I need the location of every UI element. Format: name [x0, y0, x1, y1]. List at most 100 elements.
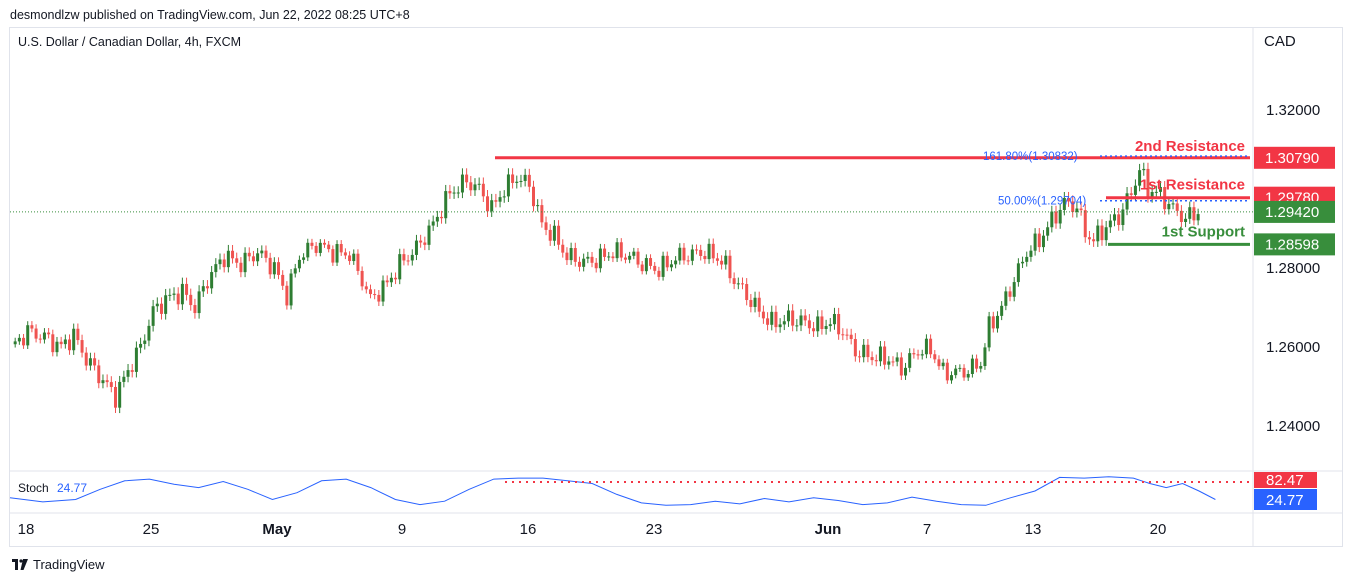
candle-body [933, 354, 937, 360]
candle-body [185, 283, 189, 295]
candle-body [247, 252, 251, 257]
candle-body [619, 242, 623, 258]
candle-body [122, 376, 126, 382]
symbol-title[interactable]: U.S. Dollar / Canadian Dollar, 4h, FXCM [18, 35, 242, 49]
time-tick-label: 20 [1150, 521, 1167, 538]
candle-body [640, 264, 644, 272]
candle-body [841, 334, 845, 336]
candle-body [565, 252, 569, 261]
candle-body [1159, 187, 1162, 192]
candle-body [465, 174, 469, 183]
candle-body [88, 358, 92, 366]
candle-body [251, 256, 255, 262]
candle-body [139, 343, 143, 348]
candle-body [1117, 214, 1121, 226]
price-axis-currency[interactable]: CAD [1264, 33, 1296, 50]
candle-body [373, 294, 377, 296]
candle-body [707, 243, 711, 260]
candle-body [1004, 291, 1008, 306]
candle-body [109, 382, 113, 387]
candle-body [419, 240, 423, 243]
candle-body [68, 339, 72, 351]
tradingview-footer[interactable]: TradingView [12, 557, 105, 572]
candle-body [552, 225, 556, 241]
candle-body [243, 252, 247, 273]
candle-body [360, 270, 364, 287]
candle-body [440, 216, 444, 219]
candle-body [335, 244, 339, 263]
candle-body [197, 291, 201, 314]
candle-body [690, 249, 694, 261]
candle-body [1016, 263, 1020, 283]
candle-body [845, 334, 849, 336]
candle-body [490, 200, 494, 212]
candle-body [180, 283, 184, 305]
candle-body [1138, 170, 1142, 186]
time-tick-label: 23 [646, 521, 663, 538]
candle-body [929, 338, 933, 355]
candle-body [874, 360, 878, 362]
candle-body [435, 216, 439, 222]
candle-body [126, 370, 130, 377]
candle-body [431, 221, 435, 226]
candle-body [1046, 227, 1050, 236]
candle-body [130, 370, 134, 372]
candle-body [891, 361, 895, 363]
candle-body [1087, 237, 1091, 240]
candle-body [306, 242, 310, 258]
candle-body [1133, 185, 1137, 195]
candle-body [682, 247, 686, 261]
candle-body [410, 254, 414, 261]
candle-body [569, 248, 573, 261]
candle-body [770, 311, 774, 325]
candle-body [594, 262, 598, 269]
candle-body [460, 174, 464, 193]
candle-body [389, 277, 393, 283]
candle-body [753, 297, 757, 307]
tradingview-logo-icon [12, 559, 28, 570]
candle-body [13, 341, 17, 345]
candle-body [502, 196, 506, 198]
candle-body [1008, 291, 1012, 297]
candle-body [210, 272, 214, 289]
candle-body [281, 274, 285, 286]
candle-body [143, 340, 147, 344]
candle-body [661, 255, 665, 277]
candle-body [1079, 208, 1083, 211]
candle-body [699, 249, 703, 256]
candle-body [168, 294, 172, 296]
candle-body [732, 278, 736, 284]
candle-body [239, 262, 243, 273]
candle-body [887, 361, 891, 365]
candle-body [962, 367, 966, 378]
candle-body [348, 255, 352, 262]
candle-body [828, 324, 832, 327]
candle-body [1146, 168, 1150, 198]
stochastic-pane: Stoch 24.77 82.47 24.77 [9, 472, 1317, 510]
first-support-price-tag: 1.28598 [1265, 236, 1319, 253]
candle-body [1113, 214, 1117, 221]
candle-body [1062, 197, 1066, 210]
candle-body [849, 334, 853, 340]
candle-body [1096, 225, 1100, 242]
candle-body [93, 358, 97, 366]
candle-body [318, 242, 322, 253]
candle-body [711, 243, 715, 259]
candle-body [837, 313, 841, 335]
candle-body [586, 256, 590, 259]
candle-body [302, 257, 306, 260]
candle-body [749, 300, 753, 307]
price-tick-label: 1.26000 [1266, 339, 1320, 356]
candle-body [226, 250, 230, 268]
candle-body [536, 205, 540, 207]
candle-body [444, 191, 448, 219]
candle-body [1150, 191, 1154, 198]
candle-body [975, 358, 979, 369]
candle-body [979, 366, 983, 369]
candle-body [1012, 282, 1016, 297]
price-axis-ticks: 1.32000 1.28000 1.26000 1.24000 [1266, 102, 1320, 435]
first-support-price-tag-bg [1254, 233, 1335, 256]
candle-body [310, 242, 314, 246]
candle-body [268, 257, 272, 275]
